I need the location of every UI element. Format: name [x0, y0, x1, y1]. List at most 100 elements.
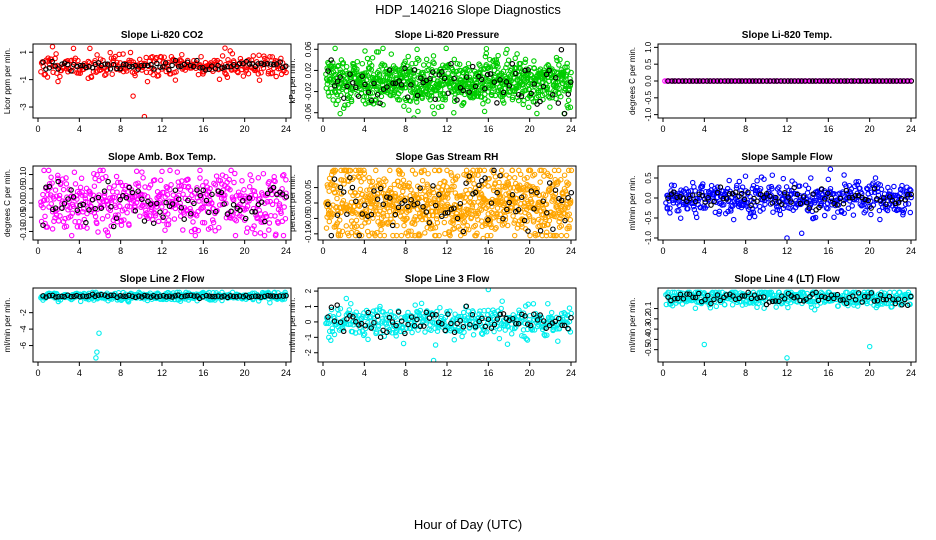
panel-6-point-hourly	[794, 191, 801, 198]
panel-2-xtick-label: 8	[403, 124, 408, 134]
panel-4-point-hourly	[279, 191, 286, 197]
panel-1-point-all	[274, 58, 280, 65]
panel-4-point-all	[283, 177, 289, 183]
panel-2-point-all	[431, 110, 437, 117]
panel-7-xtick-label: 8	[118, 368, 123, 378]
panel-4-point-hourly	[141, 218, 148, 224]
panel-6-point-hourly	[741, 196, 748, 203]
panel-8-point-all	[510, 312, 516, 318]
panel-6-point-hourly	[806, 205, 812, 211]
panel-5-point-hourly	[528, 188, 535, 194]
panel-1-point-all	[231, 59, 237, 66]
panel-6-point-hourly	[889, 197, 896, 204]
panel-4-point-all	[210, 219, 217, 226]
panel-1-ytick-label: -1	[19, 76, 28, 84]
panel-5-point-all	[467, 194, 474, 201]
panel-7-point-hourly	[267, 293, 274, 299]
panel-8-point-hourly	[386, 314, 393, 321]
panel-4-point-hourly	[139, 196, 145, 203]
panel-3-ytick-label: -0.5	[644, 90, 653, 104]
panel-8-point-all	[341, 317, 348, 323]
panel-2-point-hourly	[549, 92, 556, 98]
panel-8-point-hourly	[414, 316, 420, 323]
panel-5-point-all	[552, 190, 559, 197]
panel-4-point-hourly	[181, 216, 187, 222]
panel-4-point-all	[266, 227, 272, 233]
panel-1-point-all	[134, 67, 140, 74]
panel-1-point-hourly	[135, 66, 141, 72]
panel-6-point-all	[726, 177, 732, 184]
panel-5-point-hourly	[525, 228, 531, 234]
panel-5-point-all	[404, 215, 410, 222]
panel-5-point-all	[427, 225, 434, 232]
panel-4-point-hourly	[270, 184, 277, 191]
panel-4-point-all	[105, 232, 111, 239]
panel-2-point-all	[401, 103, 407, 110]
panel-1-point-all	[195, 71, 202, 78]
panel-5-point-all	[467, 186, 473, 193]
panel-8-point-all	[434, 328, 441, 334]
panel-5-point-all	[441, 219, 448, 226]
panel-5-point-all	[558, 176, 564, 183]
panel-8-point-all	[418, 300, 425, 307]
panel-1-point-hourly	[184, 59, 191, 66]
panel-4-point-hourly	[224, 211, 231, 217]
panel-2-point-all	[431, 60, 437, 67]
panel-2-point-all	[429, 103, 436, 110]
panel-6-point-all	[908, 194, 914, 201]
panel-5-point-all	[374, 194, 380, 200]
panel-7-point-hourly	[252, 293, 259, 299]
panel-5-xtick-label: 24	[566, 246, 576, 256]
panel-2-point-hourly	[448, 61, 454, 67]
panel-6-point-hourly	[822, 196, 828, 202]
panel-8-point-all	[422, 329, 428, 335]
panel-2-point-all	[568, 69, 574, 76]
panel-4-point-hourly	[77, 202, 83, 209]
panel-6-point-hourly	[769, 200, 776, 206]
panel-1-point-hourly	[268, 61, 274, 67]
panel-5-point-all	[445, 190, 451, 196]
panel-5-point-hourly	[494, 189, 500, 196]
panel-6-point-all	[770, 209, 776, 215]
panel-2-point-all	[423, 56, 430, 63]
panel-2-point-all	[350, 85, 356, 92]
panel-7-point-hourly	[98, 291, 105, 298]
panel-1-point-all	[256, 52, 262, 59]
panel-6-point-hourly	[714, 189, 721, 196]
panel-8-point-all	[555, 338, 561, 344]
panel-5-ytick-label: 0.05	[304, 179, 313, 195]
panel-5-point-all	[485, 183, 491, 189]
panel-7-point-hourly	[120, 293, 126, 299]
panel-7-point-hourly	[212, 293, 218, 300]
panel-6-point-hourly	[702, 199, 708, 205]
panel-7-point-hourly	[129, 293, 136, 300]
panel-2-point-hourly	[540, 83, 547, 90]
panel-5-point-all	[383, 202, 389, 209]
panel-6-point-all	[757, 185, 764, 192]
panel-6-point-hourly	[828, 195, 835, 202]
panel-8-point-all	[328, 337, 334, 344]
panel-4-point-all	[177, 186, 184, 192]
panel-5-point-all	[376, 177, 382, 184]
panel-4-ytick-label: 0.05	[19, 180, 28, 196]
panel-5-point-all	[449, 184, 455, 190]
panel-5-point-all	[444, 167, 450, 174]
panel-6-point-all	[751, 213, 758, 220]
panel-2-point-hourly	[341, 95, 347, 101]
panel-6-point-hourly	[711, 198, 717, 205]
panel-5-point-all	[381, 182, 387, 189]
panel-5-point-all	[354, 192, 361, 199]
panel-4-point-all	[244, 203, 251, 209]
panel-2-point-all	[368, 62, 375, 69]
panel-8-point-hourly	[561, 322, 568, 329]
panel-8-point-all	[451, 337, 458, 343]
panel-4-point-all	[104, 229, 111, 235]
panel-6-point-hourly	[761, 194, 767, 201]
panel-6-xtick-label: 12	[782, 246, 792, 256]
panel-8-point-all	[516, 307, 522, 314]
panel-7-point-hourly	[261, 293, 268, 300]
panel-6-point-all	[841, 210, 847, 217]
panel-8-point-all	[466, 324, 473, 331]
panel-5-point-all	[336, 227, 342, 234]
panel-4-point-hourly	[230, 202, 237, 208]
